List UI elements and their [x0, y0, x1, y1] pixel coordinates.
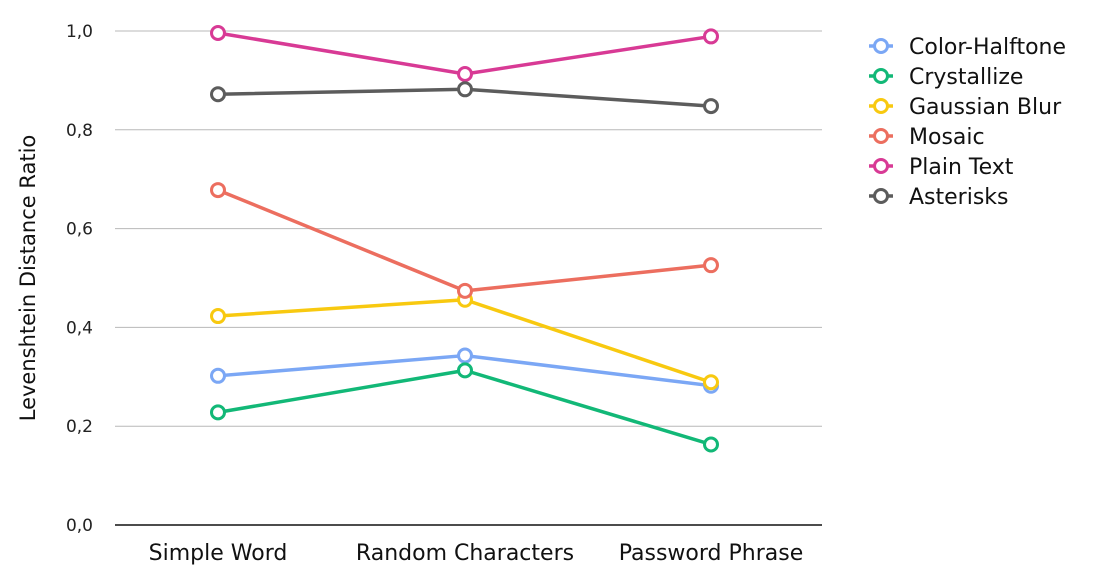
data-point: [457, 81, 473, 98]
y-tick-label: 0,8: [66, 121, 93, 141]
legend-label: Plain Text: [909, 155, 1014, 180]
data-point: [210, 404, 226, 421]
y-tick-label: 0,6: [66, 220, 93, 240]
y-axis-ticks: 0,0 0,2 0,4 0,6 0,8 1,0: [66, 22, 93, 536]
data-point: [210, 182, 226, 199]
legend-swatch-marker: [873, 188, 889, 204]
legend-swatch-marker: [873, 98, 889, 114]
series-plain-text: [210, 24, 719, 82]
legend-label: Gaussian Blur: [909, 95, 1062, 120]
data-point: [210, 367, 226, 384]
y-tick-label: 0,0: [66, 516, 93, 536]
y-axis-title: Levenshtein Distance Ratio: [16, 135, 40, 422]
y-tick-label: 0,2: [66, 417, 93, 437]
data-point: [703, 436, 719, 453]
legend-swatch-marker: [873, 158, 889, 174]
data-point: [457, 362, 473, 379]
legend-item: Gaussian Blur: [869, 95, 1062, 120]
legend-item: Crystallize: [869, 65, 1023, 90]
series-asterisks: [210, 81, 719, 115]
data-point: [703, 98, 719, 115]
y-tick-label: 0,4: [66, 318, 93, 338]
legend-label: Asterisks: [909, 185, 1009, 210]
series-line: [217, 368, 712, 447]
legend-item: Mosaic: [869, 125, 985, 150]
x-axis-labels: Simple Word Random Characters Password Phr…: [149, 541, 804, 566]
data-point: [210, 24, 226, 41]
data-point: [703, 374, 719, 391]
series-crystallize: [210, 362, 719, 453]
y-tick-label: 1,0: [66, 22, 93, 42]
legend-item: Plain Text: [869, 155, 1014, 180]
data-point: [703, 28, 719, 45]
legend-swatch-marker: [873, 38, 889, 54]
legend-item: Asterisks: [869, 185, 1009, 210]
series-line: [217, 188, 712, 293]
gridlines: [115, 30, 822, 526]
x-tick-label: Password Phrase: [619, 541, 804, 566]
x-tick-label: Simple Word: [149, 541, 288, 566]
legend: Color-Halftone Crystallize Gaussian Blur Mo…: [869, 35, 1066, 210]
legend-item: Color-Halftone: [869, 35, 1066, 60]
data-point: [703, 257, 719, 274]
data-point: [457, 282, 473, 299]
data-point: [210, 308, 226, 325]
legend-swatch-marker: [873, 68, 889, 84]
legend-label: Mosaic: [909, 125, 985, 150]
legend-swatch-marker: [873, 128, 889, 144]
x-tick-label: Random Characters: [356, 541, 574, 566]
legend-label: Crystallize: [909, 65, 1023, 90]
data-point: [457, 347, 473, 364]
series-lines: [210, 24, 719, 453]
legend-label: Color-Halftone: [909, 35, 1066, 60]
data-point: [457, 65, 473, 82]
series-mosaic: [210, 182, 719, 299]
data-point: [210, 86, 226, 103]
